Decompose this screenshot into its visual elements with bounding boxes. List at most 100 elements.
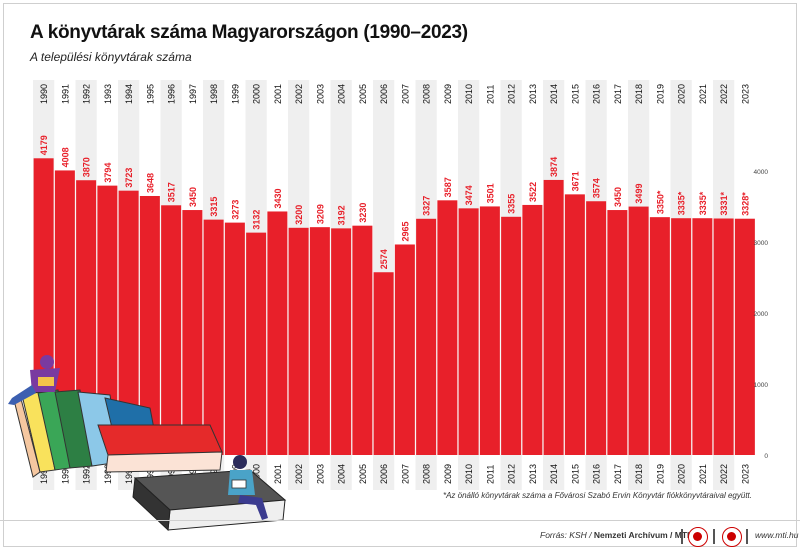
value-label: 3648 <box>145 173 155 193</box>
y-tick-label: 3000 <box>754 240 769 247</box>
year-label-top: 1995 <box>145 84 155 104</box>
bar <box>671 218 692 455</box>
year-label-bottom: 2020 <box>677 464 687 484</box>
year-label-top: 2004 <box>337 84 347 104</box>
infographic-frame <box>3 3 797 547</box>
year-label-top: 2022 <box>719 84 729 104</box>
bar <box>97 185 118 455</box>
bar <box>692 218 713 455</box>
year-label-top: 2014 <box>549 84 559 104</box>
year-label-bottom: 2017 <box>613 464 623 484</box>
year-label-bottom: 2000 <box>252 464 262 484</box>
year-label-top: 2013 <box>528 84 538 104</box>
year-label-top: 1997 <box>188 84 198 104</box>
bar <box>458 208 479 455</box>
year-label-bottom: 2014 <box>549 464 559 484</box>
bar <box>224 222 245 455</box>
bar <box>246 232 267 455</box>
value-label: 3335* <box>698 191 708 215</box>
value-label: 3430 <box>273 188 283 208</box>
year-label-bottom: 2023 <box>740 464 750 484</box>
footer-divider <box>713 529 715 544</box>
value-label: 3501 <box>485 183 495 203</box>
bar <box>479 206 500 455</box>
year-label-bottom: 2015 <box>570 464 580 484</box>
year-label-bottom: 2003 <box>315 464 325 484</box>
bar <box>54 170 75 455</box>
year-label-top: 1994 <box>124 84 134 104</box>
year-label-top: 1996 <box>167 84 177 104</box>
year-label-bottom: 2006 <box>379 464 389 484</box>
value-label: 3671 <box>570 171 580 191</box>
year-label-bottom: 1990 <box>39 464 49 484</box>
year-label-top: 2010 <box>464 84 474 104</box>
bar <box>734 218 755 455</box>
year-label-top: 2017 <box>613 84 623 104</box>
year-label-top: 2019 <box>655 84 665 104</box>
year-label-bottom: 2008 <box>422 464 432 484</box>
y-tick-label: 4000 <box>754 169 769 176</box>
reading-person-top <box>8 355 60 405</box>
year-label-top: 2006 <box>379 84 389 104</box>
value-label: 3794 <box>103 163 113 183</box>
year-label-bottom: 2016 <box>592 464 602 484</box>
year-label-bottom: 2007 <box>400 464 410 484</box>
value-label: 3355 <box>507 194 517 214</box>
year-label-top: 2016 <box>592 84 602 104</box>
value-label: 3587 <box>443 177 453 197</box>
year-label-top: 2003 <box>315 84 325 104</box>
bar <box>182 210 203 455</box>
value-label: 4179 <box>39 135 49 155</box>
bar <box>76 180 97 456</box>
year-label-bottom: 2010 <box>464 464 474 484</box>
year-label-bottom: 2013 <box>528 464 538 484</box>
bar <box>373 272 394 455</box>
value-label: 3450 <box>188 187 198 207</box>
value-label: 3450 <box>613 187 623 207</box>
year-label-bottom: 2019 <box>655 464 665 484</box>
bar <box>331 228 352 455</box>
year-label-bottom: 2002 <box>294 464 304 484</box>
footer-divider <box>746 529 748 544</box>
y-tick-label: 0 <box>764 453 768 460</box>
year-label-bottom: 2021 <box>698 464 708 484</box>
year-label-top: 2015 <box>570 84 580 104</box>
mti-logo-icon <box>722 527 742 547</box>
year-label-bottom: 2018 <box>634 464 644 484</box>
year-label-top: 2001 <box>273 84 283 104</box>
bar <box>628 206 649 455</box>
year-label-bottom: 2001 <box>273 464 283 484</box>
year-label-top: 2021 <box>698 84 708 104</box>
year-label-bottom: 1996 <box>167 464 177 484</box>
value-label: 3723 <box>124 168 134 188</box>
year-label-bottom: 1991 <box>60 464 70 484</box>
year-label-bottom: 1993 <box>103 464 113 484</box>
value-label: 3273 <box>230 200 240 220</box>
value-label: 3200 <box>294 205 304 225</box>
bar <box>161 205 182 455</box>
chart-subtitle: A települési könyvtárak száma <box>30 50 192 64</box>
bar <box>267 211 288 455</box>
chart-title: A könyvtárak száma Magyarországon (1990–… <box>30 22 468 43</box>
bar <box>522 204 543 455</box>
year-label-top: 2005 <box>358 84 368 104</box>
year-label-top: 1992 <box>82 84 92 104</box>
bar <box>139 195 160 455</box>
year-label-bottom: 2011 <box>485 465 495 484</box>
bar <box>352 225 373 455</box>
source-bold: Nemzeti Archívum / MTI <box>593 530 690 540</box>
value-label: 3315 <box>209 197 219 217</box>
bar <box>564 194 585 455</box>
bar <box>288 227 309 455</box>
year-label-bottom: 2009 <box>443 464 453 484</box>
value-label: 3192 <box>337 205 347 225</box>
year-label-top: 2011 <box>485 85 495 104</box>
bar <box>203 219 224 455</box>
year-label-top: 1999 <box>230 84 240 104</box>
value-label: 3350* <box>655 190 665 214</box>
website-link[interactable]: www.mti.hu <box>755 530 799 540</box>
year-label-top: 2002 <box>294 84 304 104</box>
y-tick-label: 1000 <box>754 382 769 389</box>
value-label: 3327 <box>422 196 432 216</box>
